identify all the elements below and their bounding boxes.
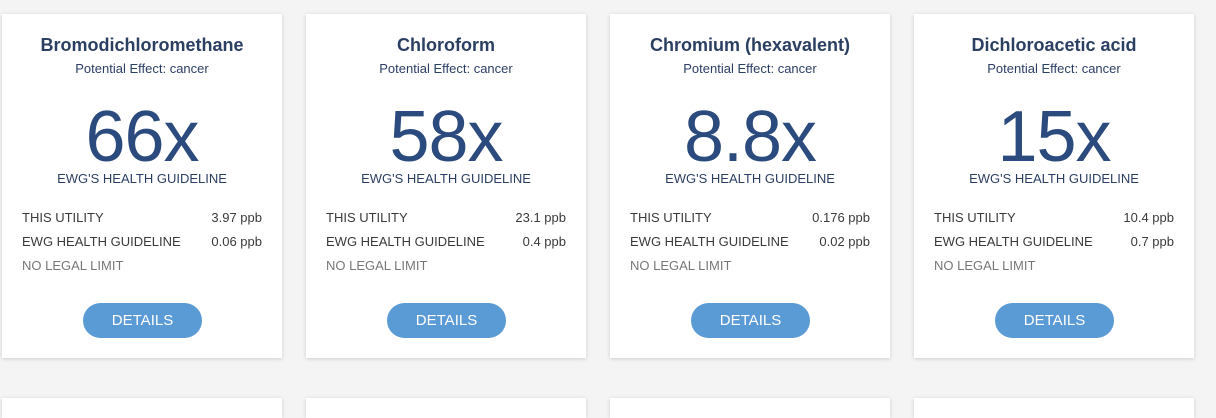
guideline-value: 0.4 ppb [522, 234, 566, 249]
contaminant-card: Bromodichloromethane Potential Effect: c… [2, 14, 282, 358]
guideline-multiple-caption: EWG'S HEALTH GUIDELINE [57, 171, 227, 186]
details-button[interactable]: DETAILS [83, 303, 202, 338]
guideline-row: EWG HEALTH GUIDELINE 0.06 ppb [22, 234, 262, 249]
legal-limit-label: NO LEGAL LIMIT [934, 258, 1036, 273]
potential-effect: Potential Effect: cancer [75, 61, 209, 76]
potential-effect: Potential Effect: cancer [379, 61, 513, 76]
guideline-multiple-caption: EWG'S HEALTH GUIDELINE [969, 171, 1139, 186]
utility-value: 3.97 ppb [211, 210, 262, 225]
guideline-value: 0.02 ppb [819, 234, 870, 249]
utility-value: 0.176 ppb [812, 210, 870, 225]
utility-row: THIS UTILITY 10.4 ppb [934, 210, 1174, 225]
guideline-multiple: 66x [85, 97, 199, 177]
guideline-multiple: 15x [997, 97, 1111, 177]
next-row-card-stub [306, 398, 586, 418]
guideline-row: EWG HEALTH GUIDELINE 0.02 ppb [630, 234, 870, 249]
guideline-multiple-caption: EWG'S HEALTH GUIDELINE [665, 171, 835, 186]
details-button[interactable]: DETAILS [387, 303, 506, 338]
legal-limit-row: NO LEGAL LIMIT [934, 258, 1174, 273]
contaminant-card: Chloroform Potential Effect: cancer 58x … [306, 14, 586, 358]
contaminant-card: Dichloroacetic acid Potential Effect: ca… [914, 14, 1194, 358]
utility-row: THIS UTILITY 3.97 ppb [22, 210, 262, 225]
legal-limit-label: NO LEGAL LIMIT [326, 258, 428, 273]
legal-limit-row: NO LEGAL LIMIT [22, 258, 262, 273]
details-button[interactable]: DETAILS [995, 303, 1114, 338]
details-button[interactable]: DETAILS [691, 303, 810, 338]
contaminant-title: Dichloroacetic acid [971, 35, 1137, 55]
guideline-label: EWG HEALTH GUIDELINE [22, 234, 181, 249]
next-row-card-stub [2, 398, 282, 418]
contaminant-title: Bromodichloromethane [40, 35, 244, 55]
potential-effect: Potential Effect: cancer [987, 61, 1121, 76]
legal-limit-label: NO LEGAL LIMIT [630, 258, 732, 273]
legal-limit-row: NO LEGAL LIMIT [630, 258, 870, 273]
utility-row: THIS UTILITY 23.1 ppb [326, 210, 566, 225]
utility-row: THIS UTILITY 0.176 ppb [630, 210, 870, 225]
legal-limit-label: NO LEGAL LIMIT [22, 258, 124, 273]
guideline-label: EWG HEALTH GUIDELINE [630, 234, 789, 249]
potential-effect: Potential Effect: cancer [683, 61, 817, 76]
guideline-row: EWG HEALTH GUIDELINE 0.7 ppb [934, 234, 1174, 249]
utility-value: 23.1 ppb [515, 210, 566, 225]
guideline-row: EWG HEALTH GUIDELINE 0.4 ppb [326, 234, 566, 249]
guideline-multiple: 8.8x [683, 97, 817, 177]
guideline-value: 0.7 ppb [1130, 234, 1174, 249]
next-row-card-stub [610, 398, 890, 418]
legal-limit-row: NO LEGAL LIMIT [326, 258, 566, 273]
guideline-label: EWG HEALTH GUIDELINE [326, 234, 485, 249]
guideline-multiple-caption: EWG'S HEALTH GUIDELINE [361, 171, 531, 186]
guideline-multiple: 58x [389, 97, 503, 177]
contaminant-title: Chromium (hexavalent) [649, 35, 851, 55]
contaminant-card: Chromium (hexavalent) Potential Effect: … [610, 14, 890, 358]
utility-label: THIS UTILITY [934, 210, 1016, 225]
utility-label: THIS UTILITY [630, 210, 712, 225]
guideline-label: EWG HEALTH GUIDELINE [934, 234, 1093, 249]
utility-label: THIS UTILITY [326, 210, 408, 225]
utility-label: THIS UTILITY [22, 210, 104, 225]
guideline-value: 0.06 ppb [211, 234, 262, 249]
next-row-card-stub [914, 398, 1194, 418]
contaminant-card-grid: Bromodichloromethane Potential Effect: c… [2, 14, 1194, 418]
contaminant-title: Chloroform [397, 35, 495, 55]
utility-value: 10.4 ppb [1123, 210, 1174, 225]
